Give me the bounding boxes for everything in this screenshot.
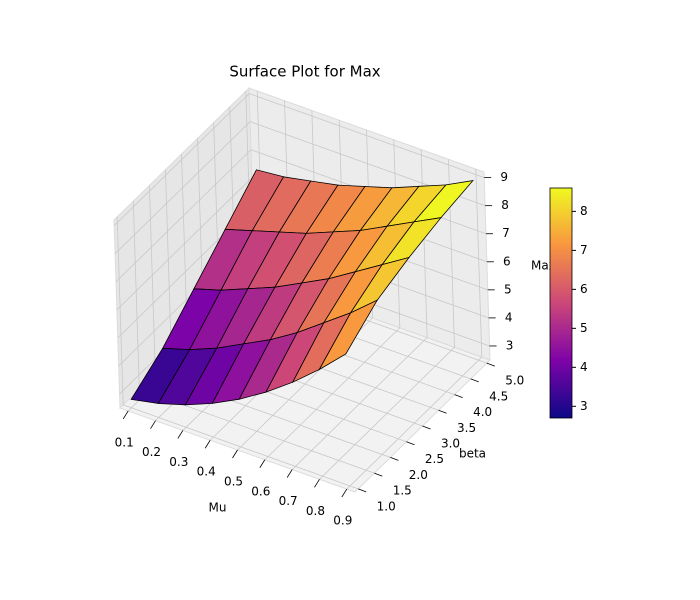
colorbar-tick-label: 7 (580, 243, 588, 257)
grid-line (115, 149, 252, 283)
y-tick-label: 2.5 (425, 452, 444, 466)
y-tick (374, 472, 383, 477)
x-tick-label: 0.5 (224, 475, 243, 489)
y-tick-label: 4.5 (489, 389, 508, 403)
colorbar-gradient (549, 187, 573, 419)
grid-line (420, 149, 428, 338)
x-tick-label: 0.9 (333, 514, 352, 528)
x-axis-label: Mu (209, 501, 227, 515)
grid-line (148, 185, 156, 374)
y-tick (470, 378, 479, 383)
z-tick-label: 6 (503, 254, 511, 268)
y-tick-label: 4.0 (473, 405, 492, 419)
grid-line (114, 121, 251, 254)
grid-line (123, 404, 359, 490)
x-tick (204, 440, 211, 449)
grid-line (165, 169, 172, 358)
y-tick (486, 362, 495, 367)
y-tick-label: 3.5 (457, 421, 476, 435)
x-tick (259, 459, 266, 468)
y-tick (454, 394, 463, 398)
z-tick-label: 3 (506, 338, 514, 352)
colorbar-tick-label: 6 (580, 282, 588, 296)
y-tick-label: 3.0 (441, 437, 460, 451)
y-tick (422, 425, 431, 430)
grid-line (116, 177, 253, 311)
surface-face (318, 299, 379, 371)
z-tick-label: 9 (500, 170, 508, 184)
y-tick-label: 2.0 (409, 468, 428, 482)
x-tick (341, 488, 348, 498)
grid-line (116, 216, 124, 405)
x-tick (286, 469, 293, 478)
x-tick (314, 479, 320, 488)
y-axis-label: beta (459, 447, 486, 461)
y-tick (406, 441, 415, 446)
x-tick-label: 0.7 (279, 494, 298, 508)
x-tick-label: 0.1 (115, 435, 134, 449)
y-tick (438, 409, 447, 414)
x-tick-label: 0.4 (197, 465, 216, 479)
x-tick-label: 0.2 (142, 445, 161, 459)
colorbar: 3 4 5 6 7 8 (549, 187, 588, 419)
y-tick (358, 488, 367, 493)
z-tick-label: 8 (501, 198, 509, 212)
x-tick (177, 430, 184, 439)
grid-line (113, 93, 250, 226)
z-tick-label: 5 (504, 282, 512, 296)
z-tick-label: 4 (505, 310, 513, 324)
colorbar-tick-label: 4 (580, 360, 588, 374)
z-tick-label: 7 (502, 226, 510, 240)
y-tick (390, 457, 399, 461)
grid-line (475, 169, 483, 358)
x-tick-label: 0.8 (306, 504, 325, 518)
grid-line (249, 93, 485, 178)
x-tick (232, 449, 238, 459)
x-tick-label: 0.6 (251, 484, 270, 498)
y-tick-label: 5.0 (505, 374, 524, 388)
x-tick (150, 420, 156, 429)
y-tick-label: 1.0 (377, 499, 396, 513)
colorbar-tick-label: 5 (580, 321, 588, 335)
y-tick-label: 1.5 (393, 484, 412, 498)
x-tick (122, 410, 129, 420)
plot-3d: 0.10.20.30.40.50.60.70.80.91.01.52.02.53… (113, 86, 556, 528)
colorbar-tick-label: 3 (580, 399, 588, 413)
colorbar-tick-label: 8 (580, 204, 588, 218)
chart-title: Surface Plot for Max (229, 63, 380, 81)
x-tick-label: 0.3 (169, 455, 188, 469)
grid-line (132, 201, 140, 390)
